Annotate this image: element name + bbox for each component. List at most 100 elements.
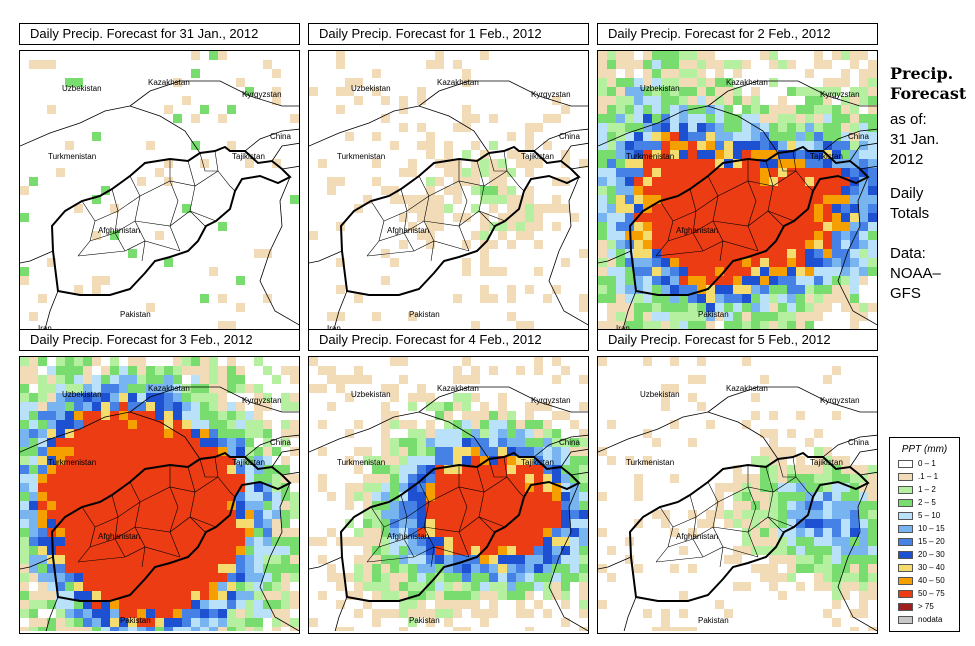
- map-label-iran: Iran: [38, 630, 52, 631]
- province-border: [111, 188, 126, 252]
- legend-swatch: [898, 603, 913, 611]
- province-border: [383, 170, 508, 222]
- map-label-iran: Iran: [616, 324, 630, 333]
- sidebar-asof: as of: 31 Jan. 2012: [890, 110, 939, 170]
- legend-item: .1 – 1: [898, 472, 958, 482]
- province-border: [111, 494, 126, 558]
- country-border: [45, 596, 59, 631]
- province-border: [672, 170, 797, 222]
- data-line-1: Data:: [890, 245, 926, 262]
- province-border: [792, 150, 814, 192]
- legend-label: 1 – 2: [918, 485, 936, 494]
- province-border: [655, 240, 759, 257]
- map-label-tajikistan: Tajikistan: [810, 152, 843, 161]
- map-label-china: China: [848, 438, 869, 447]
- province-border: [366, 200, 385, 257]
- legend-swatch: [898, 473, 913, 481]
- province-border: [655, 506, 674, 563]
- province-border: [89, 516, 217, 548]
- legend-swatch: [898, 460, 913, 468]
- country-border: [859, 165, 877, 170]
- totals-line-1: Daily: [890, 185, 924, 202]
- map-label-uzbekistan: Uzbekistan: [640, 390, 680, 399]
- afghanistan-outline: [339, 451, 581, 602]
- province-border: [672, 476, 797, 528]
- province-border: [366, 506, 385, 563]
- province-border: [366, 546, 470, 563]
- map-label-turkmenistan: Turkmenistan: [48, 458, 96, 467]
- map-label-china: China: [270, 438, 291, 447]
- legend-swatch: [898, 616, 913, 624]
- map-label-uzbekistan: Uzbekistan: [640, 84, 680, 93]
- map-label-afghanistan: Afghanistan: [98, 226, 140, 235]
- afghanistan-outline: [50, 451, 292, 602]
- map-label-kyrgyzstan: Kyrgyzstan: [242, 396, 282, 405]
- precip-map: Uzbekistan Kazakhstan Kyrgyzstan Turkmenist…: [308, 356, 589, 634]
- map-label-kazakhstan: Kazakhstan: [726, 384, 768, 393]
- map-label-tajikistan: Tajikistan: [810, 458, 843, 467]
- country-border: [598, 556, 632, 570]
- country-border: [707, 80, 877, 107]
- asof-line-2: 31 Jan.: [890, 131, 940, 148]
- legend-label: 2 – 5: [918, 498, 936, 507]
- legend-label: 5 – 10: [918, 511, 941, 520]
- sidebar-data-source: Data: NOAA– GFS: [890, 244, 941, 304]
- country-border: [570, 471, 588, 476]
- province-border: [77, 240, 181, 257]
- country-border: [281, 165, 299, 170]
- afghanistan-outline: [339, 145, 581, 296]
- country-border: [129, 80, 299, 107]
- country-border: [309, 556, 343, 570]
- legend-item: 0 – 1: [898, 459, 958, 469]
- map-label-pakistan: Pakistan: [698, 616, 729, 625]
- province-border: [488, 458, 507, 478]
- province-border: [187, 160, 206, 227]
- map-label-turkmenistan: Turkmenistan: [48, 152, 96, 161]
- panel-title: Daily Precip. Forecast for 2 Feb., 2012: [597, 23, 878, 45]
- map-label-tajikistan: Tajikistan: [521, 458, 554, 467]
- map-label-tajikistan: Tajikistan: [521, 152, 554, 161]
- country-border: [281, 471, 299, 476]
- map-label-china: China: [848, 132, 869, 141]
- country-border: [859, 471, 877, 476]
- map-svg: Uzbekistan Kazakhstan Kyrgyzstan Turkmenist…: [309, 357, 588, 631]
- province-border: [378, 516, 506, 548]
- map-label-uzbekistan: Uzbekistan: [62, 390, 102, 399]
- map-label-pakistan: Pakistan: [698, 310, 729, 319]
- province-border: [667, 210, 795, 242]
- country-border: [548, 482, 588, 631]
- legend-label: 20 – 30: [918, 550, 945, 559]
- province-border: [747, 159, 759, 252]
- map-label-turkmenistan: Turkmenistan: [337, 152, 385, 161]
- map-label-kazakhstan: Kazakhstan: [437, 384, 479, 393]
- legend-item: 5 – 10: [898, 511, 958, 521]
- country-border: [418, 80, 588, 107]
- province-border: [383, 476, 508, 528]
- country-border: [20, 105, 201, 154]
- precip-grid: [20, 357, 299, 631]
- country-border: [20, 250, 54, 264]
- country-border: [533, 434, 588, 458]
- legend-title: PPT (mm): [901, 444, 948, 455]
- map-label-pakistan: Pakistan: [409, 616, 440, 625]
- country-border: [244, 128, 299, 152]
- province-border: [94, 476, 219, 528]
- country-border: [20, 556, 54, 570]
- map-label-iran: Iran: [38, 324, 52, 333]
- map-svg: Uzbekistan Kazakhstan Kyrgyzstan Turkmenist…: [598, 357, 877, 631]
- legend-item: nodata: [898, 615, 958, 625]
- map-label-iran: Iran: [327, 630, 341, 631]
- country-border: [623, 596, 637, 631]
- province-border: [747, 465, 759, 558]
- country-border: [598, 411, 779, 460]
- panel-title: Daily Precip. Forecast for 1 Feb., 2012: [308, 23, 589, 45]
- legend-item: 2 – 5: [898, 498, 958, 508]
- legend-label: 30 – 40: [918, 563, 945, 572]
- province-border: [689, 188, 704, 252]
- legend-swatch: [898, 564, 913, 572]
- precip-map: Uzbekistan Kazakhstan Kyrgyzstan Turkmenist…: [308, 50, 589, 339]
- province-border: [503, 456, 525, 498]
- legend-swatch: [898, 590, 913, 598]
- map-svg: Uzbekistan Kazakhstan Kyrgyzstan Turkmenist…: [309, 51, 588, 336]
- ppt-legend: PPT (mm) 0 – 1 .1 – 1 1 – 2 2 – 5 5 – 10 10 –…: [889, 437, 960, 632]
